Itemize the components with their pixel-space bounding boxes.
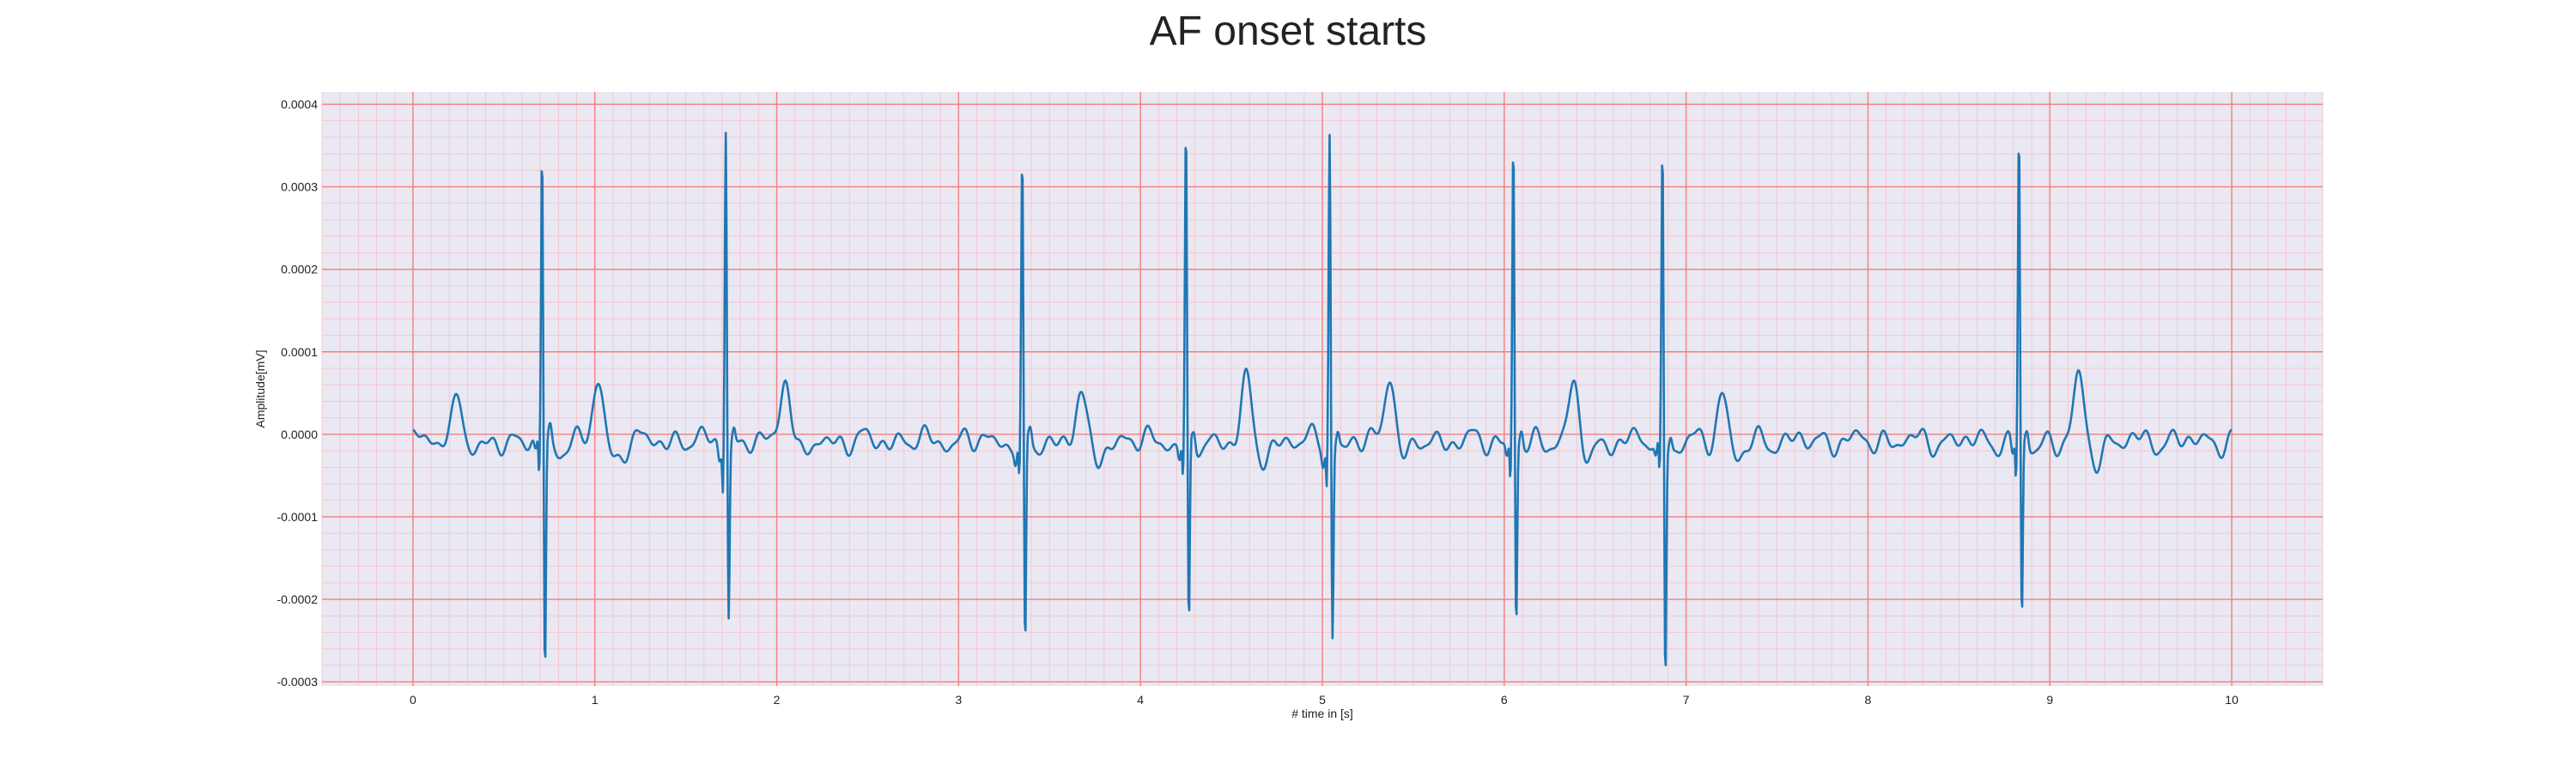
x-tick-label: 5 [1319,693,1326,707]
y-tick-label: -0.0003 [277,675,319,689]
x-tick-label: 3 [955,693,962,707]
major-grid [322,92,2323,686]
y-axis-ticks: -0.0003 -0.0002 -0.0001 0.0000 0.0001 0.0002 0… [277,97,319,689]
x-axis-ticks: 0 1 2 3 4 5 6 7 8 9 10 [410,693,2239,707]
x-tick-label: 4 [1137,693,1144,707]
y-tick-label: 0.0004 [281,97,318,111]
x-tick-label: 8 [1865,693,1872,707]
x-tick-label: 7 [1683,693,1690,707]
x-tick-label: 0 [410,693,416,707]
x-tick-label: 9 [2046,693,2053,707]
y-tick-label: 0.0001 [281,345,318,359]
chart-title: AF onset starts [1150,9,1427,54]
ecg-signal-line [412,131,2233,667]
y-tick-label: 0.0002 [281,263,318,276]
x-tick-label: 10 [2225,693,2239,707]
y-tick-label: 0.0003 [281,180,318,194]
x-axis-label: # time in [s] [1291,707,1353,720]
y-axis-label: Amplitude[mV] [253,349,267,428]
x-tick-label: 6 [1501,693,1508,707]
y-tick-label: -0.0001 [277,510,319,524]
y-tick-label: -0.0002 [277,592,319,606]
x-tick-label: 2 [774,693,781,707]
x-tick-label: 1 [592,693,598,707]
y-tick-label: 0.0000 [281,428,318,441]
